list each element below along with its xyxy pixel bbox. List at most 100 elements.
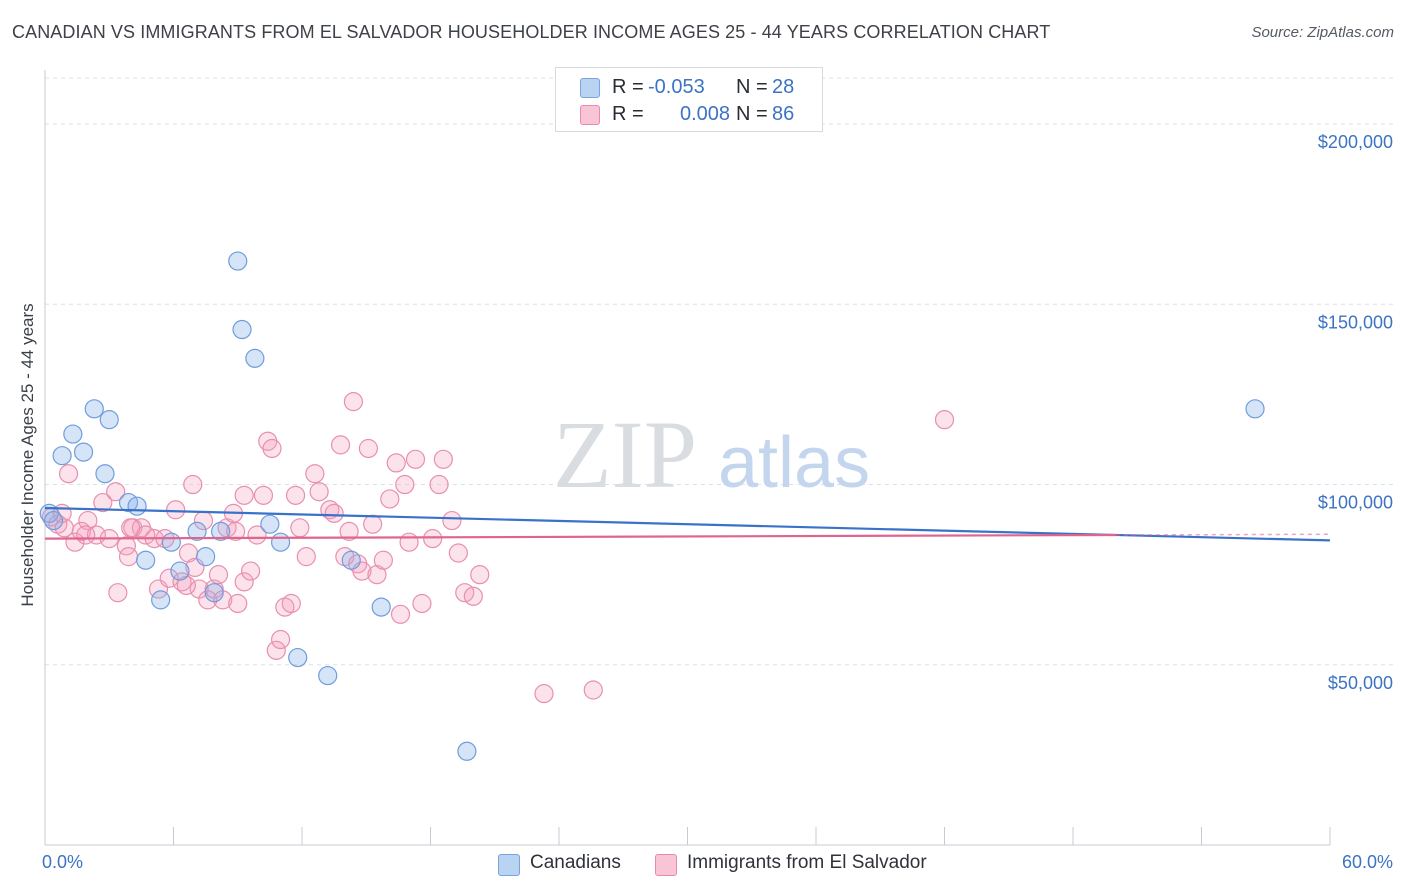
- immigrants-point: [58, 464, 79, 484]
- immigrants-point: [234, 572, 254, 592]
- immigrants-point: [358, 438, 378, 459]
- canadians-point: [84, 399, 104, 419]
- bottom-legend-swatch-pink: [655, 854, 677, 876]
- immigrants-point: [266, 640, 286, 660]
- immigrants-point: [429, 474, 449, 495]
- y-tick-labels: $50,000 $100,000 $150,000 $200,000: [1318, 132, 1393, 693]
- immigrants-point: [324, 503, 344, 523]
- immigrants-point: [934, 410, 955, 430]
- legend-n-value: 28: [772, 76, 795, 98]
- canadians-point: [288, 647, 308, 668]
- immigrants-point: [448, 543, 468, 563]
- immigrants-point: [118, 547, 139, 567]
- immigrants-point: [309, 482, 329, 502]
- legend-n-label: N =: [736, 103, 768, 125]
- watermark-atlas: atlas: [718, 423, 870, 503]
- immigrants-point: [296, 547, 316, 567]
- watermark: ZIP atlas: [553, 401, 870, 508]
- canadians-point: [170, 561, 190, 581]
- x-tick-label-max: 60.0%: [1341, 852, 1393, 872]
- immigrants-point: [395, 474, 415, 495]
- legend-r-value: 0.008: [680, 103, 731, 125]
- bottom-legend-label: Canadians: [530, 852, 621, 873]
- immigrants-point: [373, 550, 393, 570]
- canadians-point: [341, 550, 361, 570]
- canadians-point: [151, 590, 171, 610]
- canadians-point: [457, 741, 477, 761]
- immigrants-point: [76, 525, 96, 545]
- canadians-point: [161, 532, 181, 552]
- series-canadians-points: [39, 251, 1265, 761]
- canadians-point: [260, 514, 280, 534]
- legend-swatch-blue: [580, 78, 600, 98]
- canadians-point: [43, 510, 64, 531]
- canadians-point: [63, 424, 83, 444]
- immigrants-point: [390, 604, 411, 624]
- y-axis-label: Householder Income Ages 25 - 44 years: [18, 303, 37, 607]
- canadians-point: [99, 410, 119, 430]
- immigrants-point: [433, 449, 453, 469]
- immigrants-point: [463, 586, 483, 606]
- immigrants-point: [234, 485, 254, 505]
- watermark-zip: ZIP: [553, 401, 697, 508]
- immigrants-point: [405, 449, 426, 469]
- immigrants-point: [339, 521, 359, 541]
- immigrants-point: [208, 565, 229, 585]
- canadians-point: [136, 550, 156, 570]
- series-immigrants-points: [41, 392, 955, 704]
- x-tick-label-min: 0.0%: [42, 852, 84, 872]
- immigrants-point: [363, 514, 383, 534]
- immigrants-point: [78, 510, 98, 531]
- immigrants-point: [228, 593, 248, 614]
- correlation-legend: R = -0.053 N = 28 R = 0.008 N = 86: [555, 67, 823, 132]
- immigrants-point: [290, 518, 310, 538]
- immigrants-point: [442, 510, 462, 531]
- immigrants-point: [386, 453, 406, 473]
- immigrants-point: [253, 485, 274, 505]
- immigrants-point: [380, 489, 400, 509]
- canadians-point: [196, 547, 216, 567]
- immigrants-point: [159, 568, 179, 588]
- trend-lines: [44, 506, 1331, 542]
- immigrants-point: [121, 518, 141, 538]
- canadians-point: [371, 597, 391, 617]
- legend-r-label: R =: [612, 103, 644, 125]
- immigrants-point: [534, 684, 554, 704]
- immigrants-point: [270, 629, 291, 650]
- immigrants-point: [275, 597, 295, 617]
- legend-r-value: -0.053: [648, 76, 705, 98]
- immigrants-point: [412, 593, 432, 614]
- canadians-point: [232, 319, 252, 340]
- trend-line-immigrants: [44, 533, 1116, 540]
- immigrants-point: [241, 561, 261, 581]
- immigrants-point: [330, 435, 351, 455]
- legend-n-label: N =: [736, 76, 768, 98]
- immigrants-point: [423, 529, 443, 549]
- canadians-point: [95, 464, 115, 484]
- immigrants-point: [108, 583, 128, 603]
- bottom-legend-swatch-blue: [498, 854, 520, 876]
- bottom-legend-label: Immigrants from El Salvador: [687, 852, 927, 873]
- immigrants-point: [106, 482, 126, 502]
- trend-line-immigrants-extension: [1115, 533, 1331, 536]
- y-tick-label: $200,000: [1318, 132, 1393, 152]
- canadians-point: [270, 532, 291, 552]
- immigrants-point: [343, 392, 363, 412]
- canadians-point: [228, 251, 248, 271]
- y-tick-label: $100,000: [1318, 493, 1393, 513]
- immigrants-point: [166, 500, 186, 520]
- immigrants-point: [93, 492, 113, 513]
- canadians-point: [1245, 399, 1265, 419]
- y-tick-label: $50,000: [1328, 673, 1393, 693]
- immigrants-point: [399, 532, 419, 552]
- immigrants-point: [470, 565, 490, 585]
- canadians-point: [187, 521, 207, 541]
- immigrants-point: [281, 593, 301, 614]
- canadians-point: [52, 446, 72, 466]
- immigrants-point: [247, 525, 267, 545]
- chart-title: CANADIAN VS IMMIGRANTS FROM EL SALVADOR …: [12, 22, 1051, 42]
- canadians-point: [204, 583, 224, 603]
- immigrants-point: [262, 438, 282, 459]
- immigrants-point: [198, 590, 218, 610]
